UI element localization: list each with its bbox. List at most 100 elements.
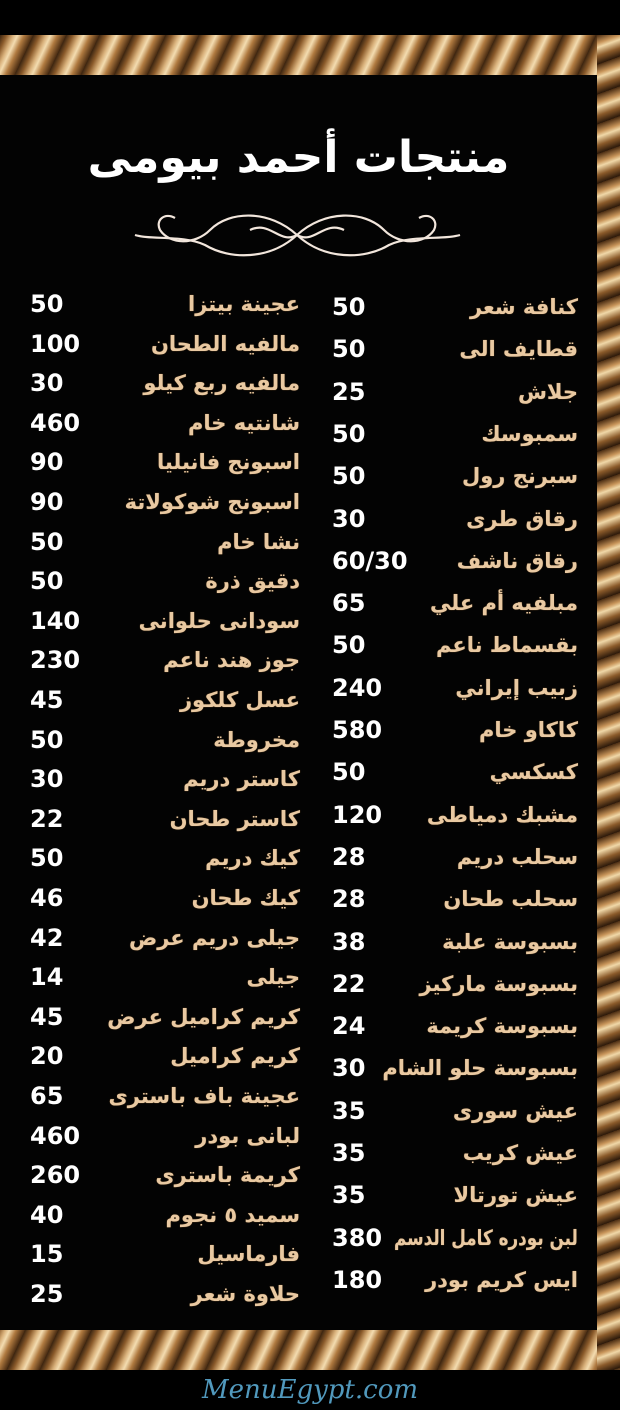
menu-item-price: 65 [30, 1082, 64, 1110]
menu-item-price: 60/30 [332, 546, 408, 575]
menu-item-price: 22 [30, 804, 64, 833]
menu-item-price: 45 [30, 1002, 64, 1031]
menu-item-price: 120 [332, 800, 383, 829]
menu-item-name: مشبك دمياطى [426, 802, 578, 827]
menu-item-name: مخروطة [213, 727, 300, 752]
menu-item-price: 50 [332, 758, 366, 787]
decorative-frame-edge [597, 35, 620, 1370]
menu-item-price: 38 [332, 927, 366, 956]
menu-item-price: 25 [30, 1280, 64, 1308]
menu-item-price: 30 [30, 765, 64, 794]
menu-item-price: 30 [332, 504, 366, 533]
menu-item-price: 100 [30, 329, 81, 358]
menu-item-name: عسل كلكوز [179, 688, 300, 712]
menu-item-price: 35 [332, 1181, 366, 1210]
menu-item-name: جوز هند ناعم [163, 648, 300, 673]
menu-item-name: كيك دريم [205, 846, 300, 871]
menu-item-name: سميد ٥ نجوم [165, 1202, 300, 1227]
menu-item-price: 14 [30, 963, 64, 992]
menu-item-price: 15 [30, 1240, 64, 1269]
menu-item-name: بسبوسة علبة [442, 929, 578, 954]
menu-item-name: كسكسي [489, 760, 578, 785]
menu-item-price: 240 [332, 673, 383, 702]
menu-item-price: 50 [332, 293, 366, 321]
menu-item-name: عيش كريب [462, 1141, 578, 1165]
menu-item-name: عجينة بيتزا [188, 292, 300, 316]
menu-item-price: 28 [332, 885, 366, 914]
menu-item-price: 50 [332, 631, 366, 660]
menu-item-name: نشا خام [217, 529, 300, 554]
menu-item-name: عيش سورى [452, 1098, 578, 1123]
menu-item-price: 460 [30, 408, 81, 437]
menu-item-price: 50 [332, 462, 366, 491]
menu-item-name: كيك طحان [191, 886, 300, 910]
menu-item-name: فارماسيل [197, 1242, 300, 1267]
menu-item-name: بسبوسة ماركيز [419, 971, 578, 996]
menu-item-name: لبن بودره كامل الدسم [394, 1225, 578, 1250]
menu-item-name: عيش تورتالا [453, 1183, 578, 1208]
menu-item-name: اسبونج فانيليا [156, 450, 300, 475]
menu-title: منتجات أحمد بيومى [87, 132, 510, 183]
menu-item-name: كاستر دريم [183, 767, 300, 792]
menu-item-price: 460 [30, 1121, 81, 1150]
menu-item-name: رقاق ناشف [456, 548, 578, 573]
menu-item-price: 50 [30, 844, 64, 873]
menu-item-name: مالفيه ربع كيلو [143, 371, 300, 396]
menu-item-price: 50 [30, 290, 64, 318]
menu-item-price: 65 [332, 589, 366, 618]
menu-item-price: 45 [30, 686, 64, 714]
menu-item-name: بسبوسة حلو الشام [382, 1056, 578, 1081]
menu-item-price: 180 [332, 1265, 383, 1294]
menu-item-price: 140 [30, 606, 81, 635]
menu-item-name: كنافة شعر [469, 295, 578, 319]
menu-item-name: مبلفيه أم علي [430, 591, 578, 616]
menu-item-name: حلاوة شعر [190, 1282, 300, 1306]
menu-item-name: كاكاو خام [479, 718, 578, 742]
menu-item-price: 260 [30, 1161, 81, 1190]
menu-item-price: 50 [30, 527, 64, 556]
menu-item-price: 30 [30, 369, 64, 398]
menu-item-name: بقسماط ناعم [435, 633, 578, 658]
ornament-divider-icon [134, 214, 461, 257]
menu-item-price: 35 [332, 1096, 366, 1125]
menu-item-name: سحلب دريم [456, 844, 578, 869]
menu-item-name: رقاق طرى [466, 506, 578, 531]
menu-item-name: شانتيه خام [187, 410, 300, 435]
menu-item-price: 46 [30, 884, 64, 912]
menu-item-name: زبيب إيراني [455, 675, 578, 700]
menu-item-name: بسبوسة كريمة [426, 1014, 578, 1039]
menu-item-name: سبرنج رول [462, 464, 578, 489]
menu-panel [0, 75, 597, 1330]
menu-item-name: ايس كريم بودر [425, 1267, 578, 1292]
menu-item-name: جلاش [517, 379, 578, 404]
menu-item-price: 380 [332, 1223, 383, 1252]
menu-item-price: 50 [332, 419, 366, 448]
menu-item-price: 20 [30, 1042, 64, 1071]
menu-item-price: 24 [332, 1012, 366, 1041]
menu-item-name: سمبوسك [481, 421, 578, 446]
menu-item-name: كريمة باسترى [155, 1163, 300, 1188]
menu-item-name: مالفيه الطحان [151, 331, 300, 356]
menu-item-price: 35 [332, 1139, 366, 1167]
menu-item-price: 230 [30, 646, 81, 675]
menu-item-name: كريم كراميل [170, 1044, 300, 1069]
menu-item-name: اسبونج شوكولاتة [124, 490, 300, 514]
menu-item-price: 50 [30, 725, 64, 754]
menu-item-name: سودانى حلوانى [138, 608, 300, 633]
menu-item-name: لبانى بودر [195, 1123, 300, 1148]
watermark: MenuEgypt.com [201, 1375, 419, 1405]
menu-item-price: 30 [332, 1054, 366, 1083]
menu-item-price: 25 [332, 377, 366, 406]
menu-item-price: 90 [30, 448, 64, 477]
menu-item-name: جيلى [246, 965, 300, 990]
menu-item-price: 580 [332, 716, 383, 744]
menu-item-name: عجينة باف باسترى [108, 1084, 300, 1108]
menu-item-name: كريم كراميل عرض [107, 1004, 300, 1029]
menu-item-price: 40 [30, 1200, 64, 1229]
menu-item-name: سحلب طحان [443, 887, 578, 912]
menu-item-price: 50 [332, 335, 366, 364]
menu-item-price: 50 [30, 567, 64, 596]
menu-item-price: 22 [332, 969, 366, 998]
menu-item-name: كاستر طحان [169, 806, 300, 831]
menu-item-name: قطايف الى [459, 337, 578, 362]
